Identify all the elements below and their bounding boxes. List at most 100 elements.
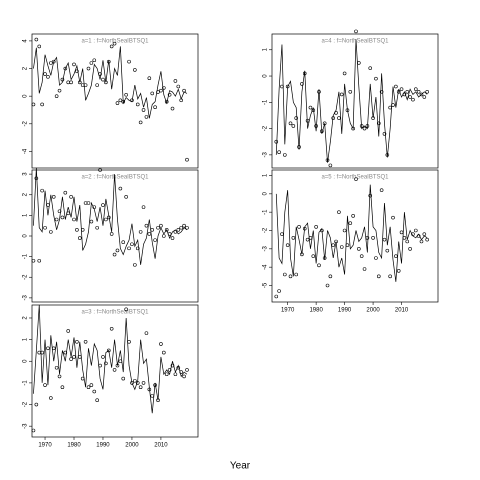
data-point [34,402,39,407]
data-line [275,184,428,282]
x-tick-label: 1980 [309,308,323,314]
data-point [325,158,330,162]
data-point [302,226,307,231]
data-point [405,90,410,94]
data-point [328,163,333,168]
x-tick-label: 2000 [125,443,139,449]
panel: a=2 : f=NorthSeaIBTSQ1 -3 -2 -1 0 1 2 3 [23,167,199,303]
data-point [86,66,91,71]
data-point [334,111,338,115]
y-tick-label: 2 [23,192,29,196]
data-point [285,243,290,247]
data-point [78,355,82,359]
data-point [411,97,415,102]
data-point [135,246,140,251]
data-point [419,239,424,244]
data-point [57,209,62,214]
data-point [173,372,178,377]
y-tick-label: 2 [23,316,29,320]
data-point [331,243,336,247]
data-point [141,381,146,385]
data-point [104,361,108,366]
data-point [354,177,358,181]
data-point [54,365,59,370]
y-tick-label: -1 [263,99,269,105]
data-point [141,108,146,112]
data-point [60,215,65,220]
data-point [297,145,301,149]
data-point [162,350,166,355]
data-point [92,389,97,394]
data-point [83,201,88,205]
data-point [182,374,186,379]
data-point [95,83,99,87]
data-point [391,215,395,220]
data-point [302,71,307,76]
y-tick-label: -2 [23,401,29,407]
data-point [320,129,324,134]
data-point [138,120,143,125]
data-point [277,150,281,155]
y-tick-label: -4 [263,264,269,270]
x-tick-label: 2000 [366,308,380,314]
data-point [92,58,97,63]
data-point [322,121,327,126]
data-point [156,90,160,94]
data-point [419,92,424,97]
x-axis-label: Year [230,461,251,472]
panel: a=4 : f=NorthSeaIBTSQ1 -3 -2 -1 0 1 [263,29,439,169]
data-point [121,99,126,104]
data-point [176,84,181,89]
data-point [37,258,42,263]
data-point [46,75,50,79]
data-point [385,248,390,253]
data-point [348,221,353,225]
data-point [374,256,378,260]
data-point [162,86,166,90]
y-tick-label: -2 [263,227,269,233]
data-point [60,385,65,390]
data-point [374,76,378,81]
data-point [40,188,44,193]
y-tick-label: 1 [263,173,269,177]
y-tick-label: -3 [23,295,29,301]
data-point [382,132,387,136]
data-point [101,355,105,359]
data-point [331,116,336,120]
data-point [89,383,94,387]
data-point [106,59,111,64]
data-point [170,236,175,240]
data-point [425,237,429,242]
data-point [351,214,355,218]
data-point [345,108,350,112]
data-point [402,92,407,97]
data-point [288,121,293,126]
data-point [115,363,120,368]
y-tick-label: -3 [263,246,269,252]
data-point [95,398,99,403]
data-point [351,126,355,131]
data-point [413,228,418,233]
panel: a=1 : f=NorthSeaIBTSQ1 -4 -2 0 2 4 [23,33,199,169]
x-tick-label: 1990 [338,308,352,314]
data-point [104,217,108,222]
data-point [37,44,42,49]
data-point [280,84,284,89]
y-tick-label: -3 [23,423,29,429]
data-point [388,274,392,279]
data-point [89,61,94,65]
data-point [153,383,157,387]
data-point [167,92,172,97]
data-point [98,72,102,76]
data-point [63,66,68,71]
data-point [127,59,131,64]
data-point [285,84,290,89]
data-point [385,153,390,157]
data-point [86,385,91,390]
data-point [283,153,287,157]
data-point [109,327,114,331]
data-line [33,46,188,119]
panel: a=3 : f=NorthSeaIBTSQ1 -3 -2 -1 0 1 2 1970 1980 1… [23,304,199,449]
data-point [144,331,149,335]
data-point [66,329,71,333]
